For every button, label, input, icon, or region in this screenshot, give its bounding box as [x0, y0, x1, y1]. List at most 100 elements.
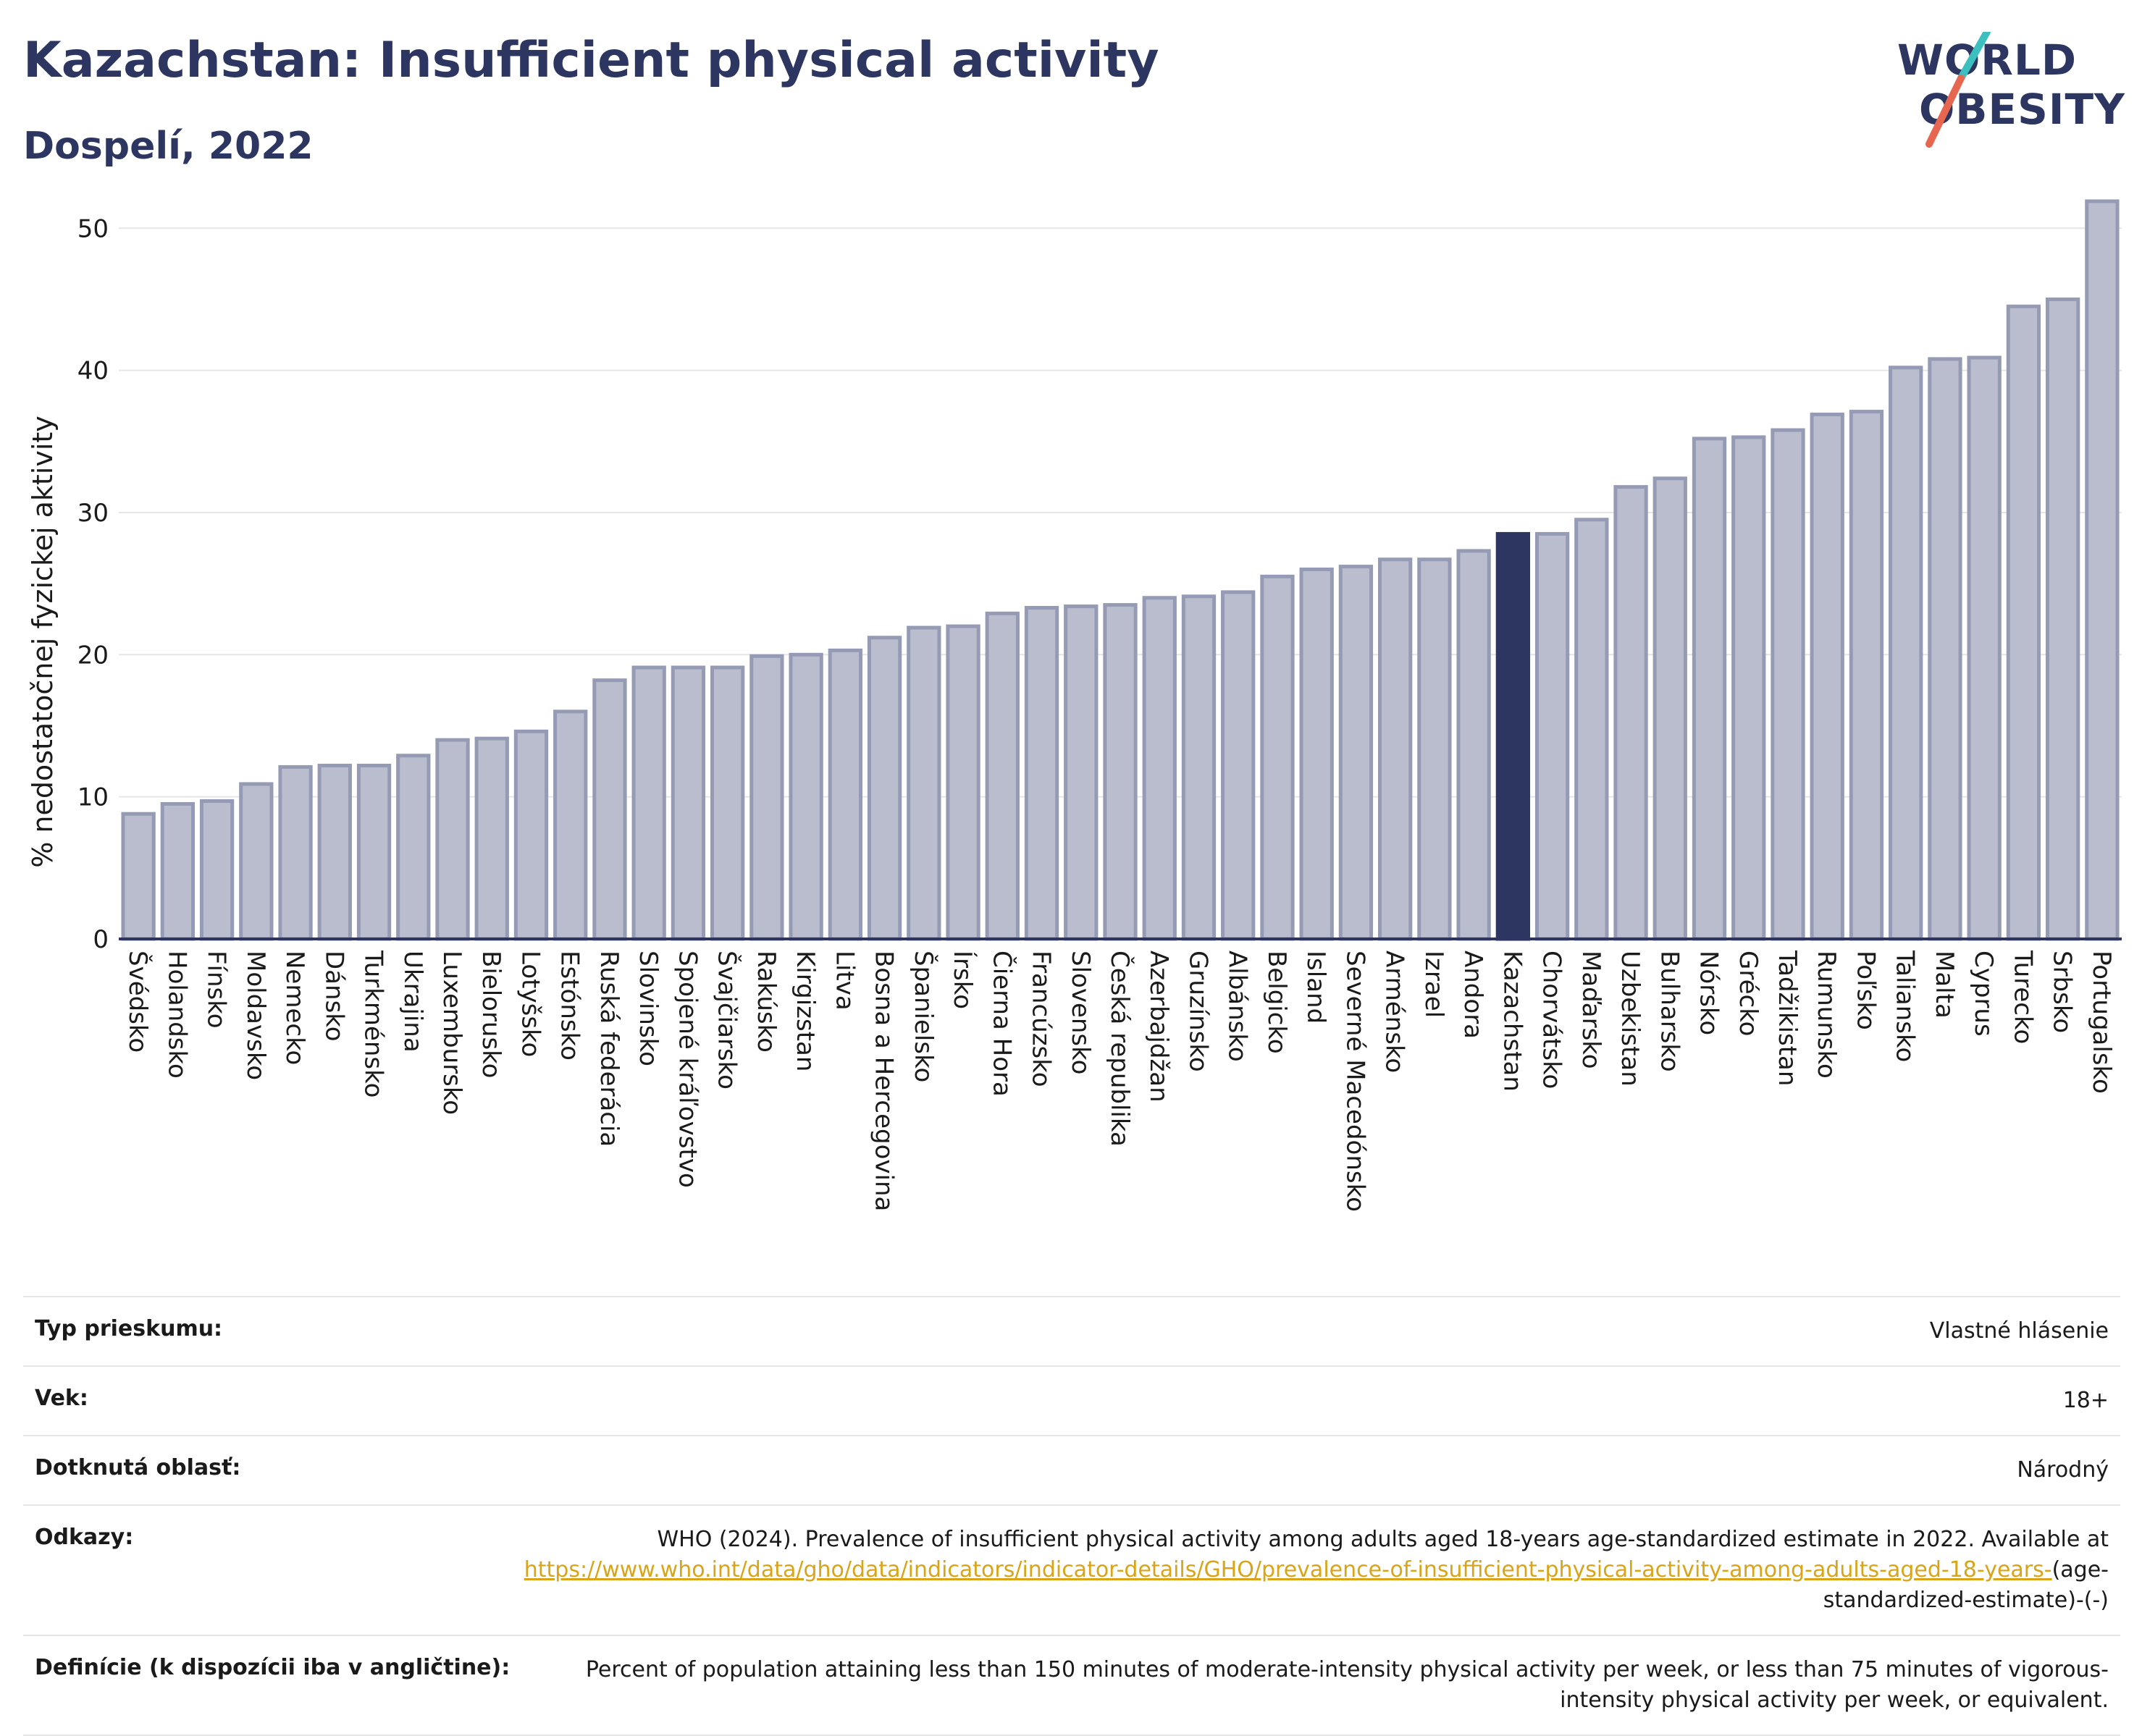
- meta-row-age: Vek: 18+: [23, 1365, 2120, 1435]
- meta-label: Definície (k dispozícii iba v angličtine…: [35, 1655, 511, 1680]
- x-tick-label: Taliansko: [1891, 950, 1920, 1062]
- x-tick-label: Čierna Hora: [987, 951, 1017, 1097]
- bar: [1064, 604, 1099, 941]
- x-tick-label: Azerbajdžan: [1144, 951, 1173, 1103]
- x-tick-label: Írsko: [948, 951, 978, 1009]
- bar: [1456, 549, 1491, 941]
- x-tick-label: Bulharsko: [1655, 951, 1684, 1072]
- y-tick-label: 10: [77, 783, 109, 812]
- reference-suffix: (age-standardized-estimate)-(-): [1823, 1557, 2109, 1613]
- bar: [1024, 606, 1059, 941]
- meta-row-survey-type: Typ prieskumu: Vlastné hlásenie: [23, 1296, 2120, 1365]
- page-subtitle: Dospelí, 2022: [23, 125, 314, 168]
- x-tick-label: Slovensko: [1066, 951, 1095, 1074]
- x-tick-label: Island: [1301, 951, 1330, 1024]
- x-tick-label: Litva: [830, 951, 859, 1011]
- bar: [1771, 428, 1805, 941]
- bar: [474, 736, 509, 941]
- x-tick-label: Malta: [1930, 951, 1959, 1019]
- bar: [278, 764, 313, 941]
- x-tick-label: Fínsko: [202, 951, 231, 1029]
- x-tick-label: Luxembursko: [437, 951, 466, 1115]
- bar: [985, 611, 1020, 941]
- x-tick-label: Grécko: [1734, 951, 1763, 1036]
- bar: [1299, 568, 1334, 941]
- bar: [2085, 199, 2120, 941]
- bar: [1417, 557, 1452, 941]
- logo-slash-icon: [1925, 32, 1991, 148]
- meta-label: Typ prieskumu:: [35, 1316, 223, 1341]
- meta-row-definitions: Definície (k dispozícii iba v angličtine…: [23, 1635, 2120, 1736]
- x-tick-label: Španielsko: [909, 951, 938, 1082]
- bar: [2006, 304, 2041, 941]
- x-tick-label: Maďarsko: [1576, 951, 1605, 1069]
- meta-value: Percent of population attaining less tha…: [585, 1657, 2109, 1713]
- bar: [199, 799, 235, 941]
- bar: [1260, 574, 1295, 941]
- bar: [828, 648, 863, 941]
- x-tick-label: Ruská federácia: [595, 951, 623, 1147]
- bar: [1181, 594, 1217, 941]
- bar: [671, 665, 706, 941]
- x-tick-label: Tadžikistan: [1773, 950, 1802, 1086]
- bar: [317, 763, 352, 941]
- x-tick-label: Portugalsko: [2087, 951, 2116, 1094]
- x-tick-label: Francúzsko: [1027, 951, 1056, 1087]
- x-tick-label: Rakúsko: [752, 951, 781, 1053]
- bar: [239, 782, 274, 941]
- bar: [1849, 410, 1884, 941]
- x-tick-label: Turkménsko: [359, 950, 388, 1097]
- bar: [1652, 476, 1687, 941]
- bar: [867, 636, 902, 941]
- bar: [592, 678, 627, 941]
- page-title: Kazachstan: Insufficient physical activi…: [23, 32, 1159, 89]
- bar: [513, 729, 549, 941]
- x-tick-label: Nórsko: [1694, 951, 1723, 1035]
- x-tick-label: Dánsko: [319, 951, 348, 1042]
- bar: [356, 763, 392, 941]
- x-tick-label: Srbsko: [2048, 951, 2077, 1033]
- reference-link[interactable]: https://www.who.int/data/gho/data/indica…: [524, 1557, 2052, 1583]
- bar: [789, 652, 823, 941]
- x-tick-label: Nemecko: [280, 951, 309, 1065]
- x-tick-label: Ukrajina: [398, 951, 427, 1053]
- bar: [1103, 603, 1138, 941]
- x-tick-label: Švajčiarsko: [713, 951, 742, 1090]
- bar: [1377, 557, 1413, 941]
- meta-row-area: Dotknutá oblasť: Národný: [23, 1435, 2120, 1504]
- y-tick-label: 30: [77, 499, 109, 528]
- bar: [631, 665, 666, 941]
- world-obesity-logo: WORLD OBESITY: [1890, 32, 2125, 155]
- y-tick-label: 0: [93, 925, 109, 954]
- bar: [121, 812, 156, 941]
- bar: [1221, 590, 1256, 941]
- bar: [1338, 565, 1374, 941]
- bar: [710, 665, 745, 941]
- meta-value: Vlastné hlásenie: [1929, 1318, 2109, 1344]
- bar: [1889, 366, 1923, 941]
- bar: [2045, 297, 2080, 941]
- x-tick-label: Severné Macedónsko: [1340, 951, 1369, 1212]
- x-tick-label: Rumunsko: [1812, 951, 1841, 1079]
- bar: [907, 625, 941, 941]
- x-tick-label: Albánsko: [1223, 951, 1252, 1062]
- x-tick-label: Bielorusko: [476, 951, 505, 1078]
- meta-value: Národný: [2017, 1457, 2109, 1483]
- x-tick-label: Turecko: [2008, 950, 2037, 1044]
- x-tick-label: Arménsko: [1380, 951, 1409, 1073]
- y-tick-label: 40: [77, 357, 109, 386]
- x-tick-label: Cyprus: [1969, 951, 1998, 1037]
- bar: [1534, 531, 1570, 941]
- bar: [946, 624, 980, 941]
- bar-chart: 0 10 20 30 40 50 % nedostatočnej fyzickej akti…: [27, 199, 2122, 1212]
- bar: [1810, 412, 1844, 941]
- meta-label: Vek:: [35, 1386, 88, 1411]
- reference-text: WHO (2024). Prevalence of insufficient p…: [657, 1527, 2109, 1552]
- x-tick-label: Uzbekistan: [1616, 951, 1645, 1087]
- x-tick-label: Belgicko: [1262, 951, 1291, 1054]
- meta-value: 18+: [2062, 1388, 2109, 1413]
- bar: [553, 709, 588, 941]
- bar: [1928, 357, 1962, 941]
- x-tick-label: Izrael: [1419, 951, 1448, 1018]
- x-tick-label: Moldavsko: [241, 951, 270, 1080]
